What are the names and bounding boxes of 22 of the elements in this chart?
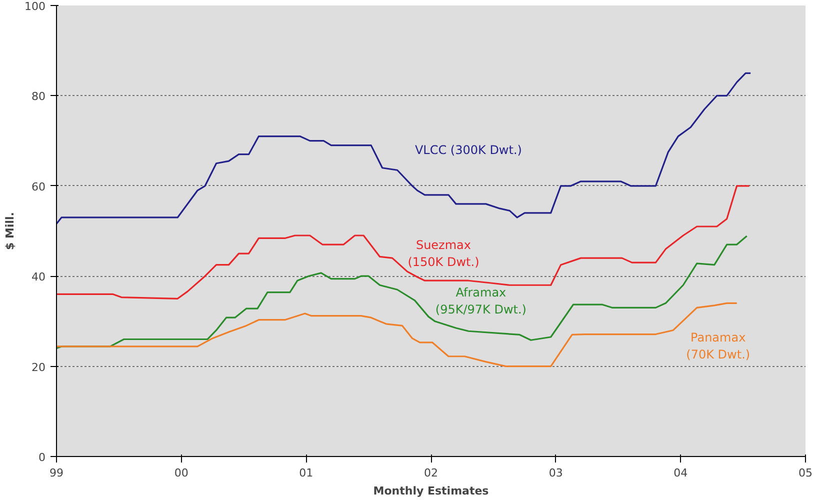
x-tick-label: 05	[798, 466, 812, 480]
y-tick-label: 100	[24, 0, 46, 13]
y-tick-label: 0	[38, 451, 46, 464]
series-label: Panamax (70K Dwt.)	[686, 330, 750, 362]
series-label: Suezmax (150K Dwt.)	[408, 238, 480, 269]
x-tick-label: 01	[299, 466, 314, 480]
x-tick-label: 04	[674, 466, 688, 480]
y-tick-label: 20	[32, 360, 46, 374]
y-tick-label: 60	[32, 180, 46, 194]
line-series	[56, 185, 750, 300]
line-series	[56, 235, 748, 350]
x-tick-label: 03	[548, 466, 563, 480]
y-tick-label: 40	[32, 270, 46, 284]
x-tick-label: 02	[424, 466, 438, 480]
series-label: VLCC (300K Dwt.)	[414, 142, 522, 157]
x-tick-label: 99	[50, 466, 64, 480]
y-tick-label: 80	[32, 90, 46, 104]
x-axis-title: Monthly Estimates	[373, 484, 490, 498]
series-label: Aframax (95K/97K Dwt.)	[435, 286, 526, 316]
line-series	[56, 72, 752, 225]
y-axis-title: $ Mill.	[4, 212, 17, 250]
x-tick-label: 00	[174, 466, 188, 480]
